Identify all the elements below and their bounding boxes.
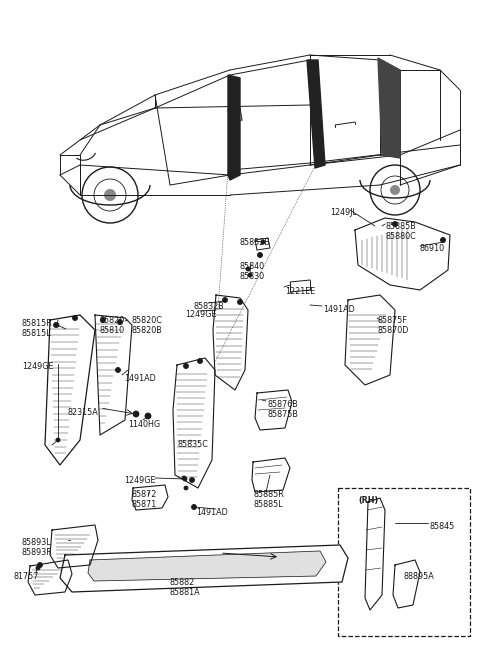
Text: 85832B: 85832B: [193, 302, 224, 311]
Text: 85875F: 85875F: [378, 316, 408, 325]
Circle shape: [197, 358, 203, 363]
Polygon shape: [50, 525, 98, 568]
Polygon shape: [255, 390, 292, 430]
Text: 85875B: 85875B: [267, 410, 298, 419]
Text: 81757: 81757: [14, 572, 39, 581]
Polygon shape: [365, 498, 385, 610]
Text: 1249GE: 1249GE: [124, 476, 156, 485]
Circle shape: [261, 240, 265, 244]
Polygon shape: [88, 551, 326, 581]
Text: 85885R: 85885R: [254, 490, 285, 499]
Text: 85835C: 85835C: [177, 440, 208, 449]
Circle shape: [390, 185, 400, 195]
Circle shape: [184, 486, 188, 490]
Polygon shape: [252, 458, 290, 492]
FancyBboxPatch shape: [338, 488, 470, 636]
Circle shape: [36, 566, 40, 570]
Polygon shape: [345, 295, 395, 385]
Polygon shape: [45, 315, 95, 465]
Circle shape: [145, 413, 151, 419]
Polygon shape: [173, 358, 215, 488]
Text: 1249GE: 1249GE: [22, 362, 53, 371]
Circle shape: [133, 411, 139, 417]
Circle shape: [441, 237, 445, 243]
Circle shape: [223, 298, 228, 302]
Text: 1140HG: 1140HG: [128, 420, 160, 429]
Circle shape: [72, 316, 77, 321]
Text: 85872: 85872: [132, 490, 157, 499]
Text: 85820: 85820: [99, 316, 124, 325]
Text: 85893R: 85893R: [22, 548, 53, 557]
Circle shape: [104, 189, 116, 201]
Text: 1221EE: 1221EE: [285, 287, 315, 296]
Text: 85885B: 85885B: [385, 222, 416, 231]
Polygon shape: [95, 315, 132, 435]
Polygon shape: [213, 295, 248, 390]
Text: 85880C: 85880C: [385, 232, 416, 241]
Circle shape: [116, 367, 120, 373]
Text: 1249GE: 1249GE: [185, 310, 216, 319]
Circle shape: [56, 438, 60, 442]
Polygon shape: [307, 60, 325, 168]
Polygon shape: [132, 485, 168, 510]
Text: 85893L: 85893L: [22, 538, 52, 547]
Polygon shape: [393, 560, 420, 608]
Circle shape: [257, 253, 263, 258]
Text: 85871: 85871: [132, 500, 157, 509]
Circle shape: [192, 504, 196, 510]
Text: 85882: 85882: [170, 578, 195, 587]
Polygon shape: [228, 75, 240, 180]
Text: 85820B: 85820B: [131, 326, 162, 335]
Text: 85881A: 85881A: [170, 588, 201, 597]
Circle shape: [393, 222, 397, 226]
Text: 85830: 85830: [240, 272, 265, 281]
Circle shape: [238, 300, 242, 304]
Polygon shape: [378, 58, 400, 158]
Text: 85885L: 85885L: [254, 500, 284, 509]
Circle shape: [118, 319, 122, 325]
Circle shape: [182, 476, 186, 480]
Circle shape: [246, 267, 250, 271]
Circle shape: [183, 477, 187, 481]
Text: 86910: 86910: [420, 244, 445, 253]
Circle shape: [55, 323, 59, 327]
Text: 85840: 85840: [240, 262, 265, 271]
Text: 85870D: 85870D: [378, 326, 409, 335]
Text: 85876B: 85876B: [267, 400, 298, 409]
Circle shape: [183, 363, 189, 369]
Text: 82315A: 82315A: [68, 408, 99, 417]
Text: 1491AD: 1491AD: [124, 374, 156, 383]
Text: 85815R: 85815R: [22, 319, 53, 328]
Circle shape: [100, 318, 106, 323]
Circle shape: [37, 562, 43, 567]
Text: 1491AD: 1491AD: [196, 508, 228, 517]
Circle shape: [53, 323, 59, 327]
Text: 85820C: 85820C: [131, 316, 162, 325]
Text: 85810: 85810: [99, 326, 124, 335]
Polygon shape: [355, 218, 450, 290]
Text: 1491AD: 1491AD: [323, 305, 355, 314]
Text: (RH): (RH): [358, 496, 378, 505]
Text: 85845: 85845: [430, 522, 455, 531]
Circle shape: [248, 273, 252, 277]
Text: 85852B: 85852B: [240, 238, 271, 247]
Text: 88895A: 88895A: [403, 572, 434, 581]
Polygon shape: [28, 560, 72, 595]
Text: 1249JL: 1249JL: [330, 208, 357, 217]
Text: 85815L: 85815L: [22, 329, 52, 338]
Circle shape: [190, 478, 194, 483]
Polygon shape: [60, 545, 348, 592]
